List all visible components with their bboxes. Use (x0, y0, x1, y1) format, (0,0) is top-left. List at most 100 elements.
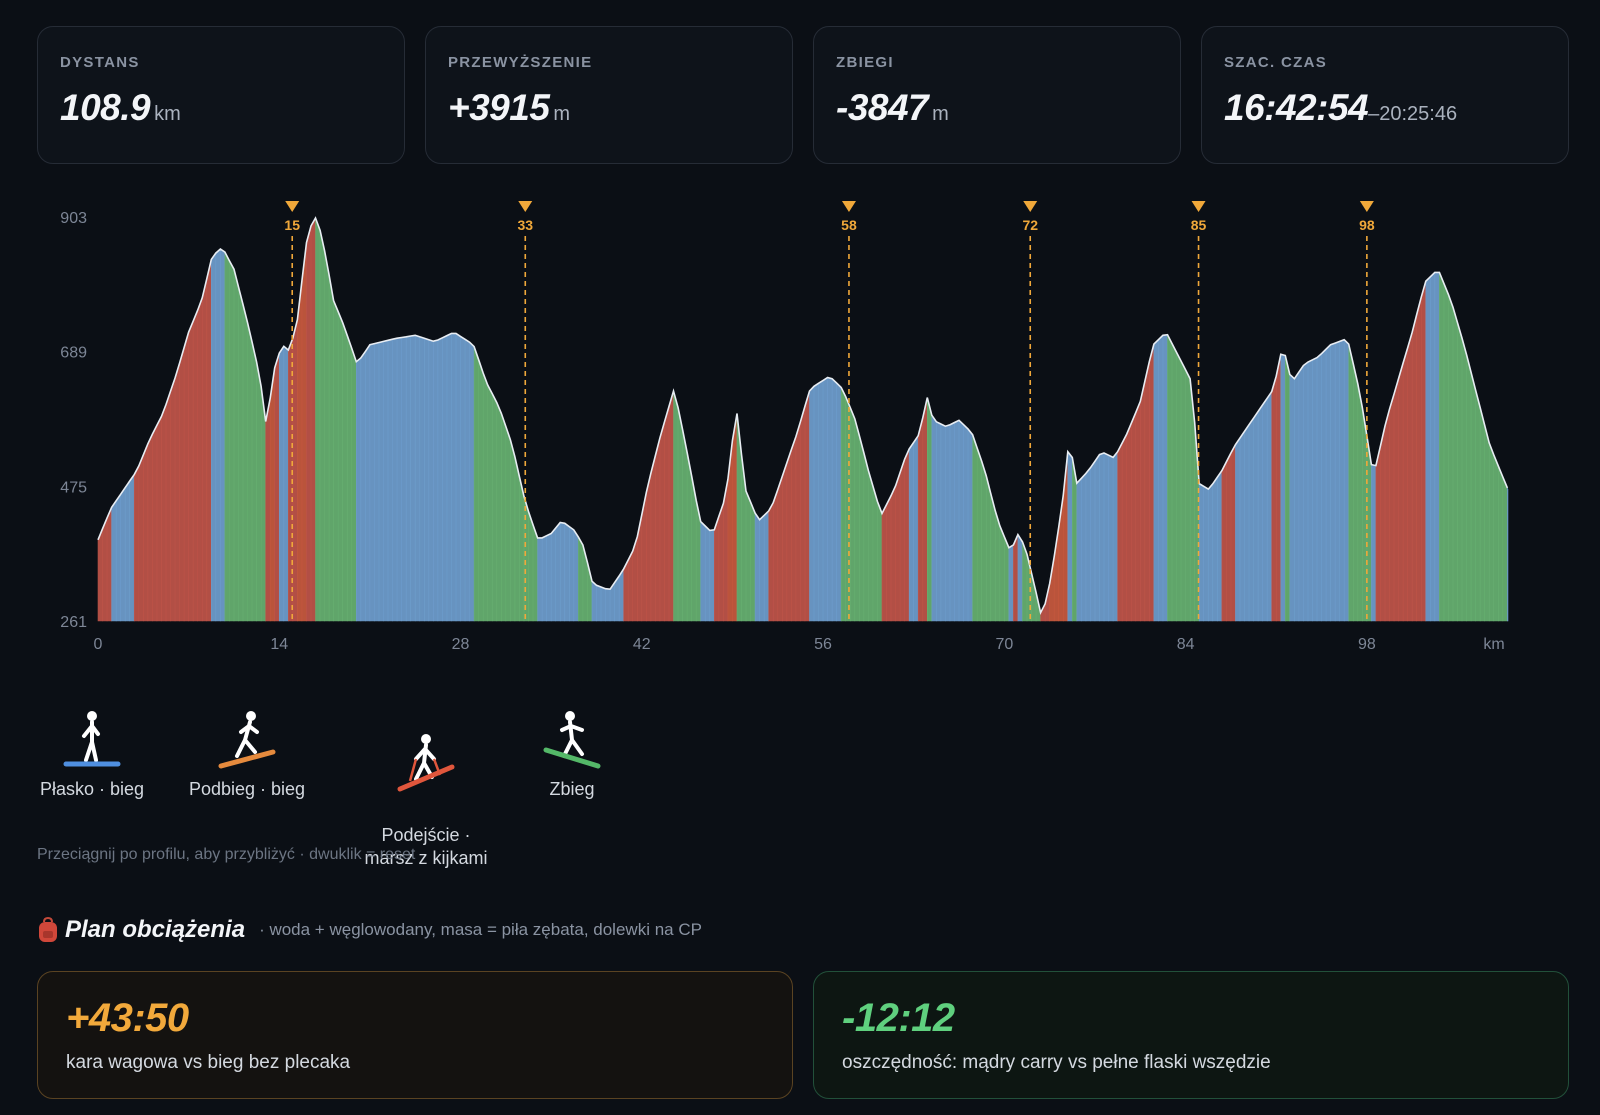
stat-label: SZAC. CZAS (1224, 54, 1327, 71)
stat-card-elevation-gain: PRZEWYŻSZENIE +3915 m (425, 26, 793, 164)
profile-segment (931, 414, 937, 622)
profile-segment (233, 269, 239, 622)
profile-segment (387, 338, 393, 622)
profile-segment (1393, 378, 1399, 622)
profile-segment (1303, 361, 1309, 622)
profile-segment (1402, 347, 1408, 622)
profile-segment (967, 428, 973, 622)
profile-segment (908, 441, 915, 622)
profile-segment (143, 443, 149, 622)
profile-segment (596, 584, 602, 622)
profile-segment (578, 536, 584, 622)
profile-segment (1502, 476, 1508, 622)
profile-segment (786, 449, 792, 622)
profile-segment (1112, 450, 1118, 622)
profile-segment (895, 472, 901, 622)
profile-segment (1271, 376, 1277, 622)
profile-segment (179, 347, 185, 622)
stat-value: +3915 m (448, 87, 570, 129)
profile-segment (1434, 272, 1440, 622)
profile-segment (383, 339, 389, 622)
profile-segment (505, 426, 511, 622)
profile-segment (664, 406, 670, 622)
profile-segment (124, 480, 131, 622)
profile-segment (818, 379, 824, 622)
profile-segment (111, 499, 117, 622)
profile-segment (1448, 294, 1454, 622)
profile-segment (401, 336, 407, 622)
profile-segment (478, 359, 484, 622)
profile-segment (501, 413, 507, 622)
profile-segment (646, 473, 652, 622)
profile-segment (550, 527, 556, 622)
weight-penalty-card: +43:50 kara wagowa vs bieg bez plecaka (37, 971, 793, 1099)
profile-segment (1162, 334, 1168, 622)
profile-segment (1176, 352, 1182, 622)
profile-segment (1280, 353, 1286, 622)
profile-segment (963, 423, 969, 622)
profile-segment (115, 493, 121, 622)
profile-segment (859, 435, 865, 622)
profile-segment (1443, 283, 1449, 622)
profile-segment (863, 452, 869, 622)
profile-segment (591, 580, 597, 622)
profile-segment (1167, 334, 1173, 622)
profile-segment (1085, 466, 1091, 622)
profile-segment (1430, 271, 1436, 622)
profile-segment (306, 225, 312, 622)
profile-segment (210, 252, 217, 622)
profile-segment (369, 343, 375, 622)
profile-segment (886, 495, 892, 622)
profile-segment (994, 510, 1001, 622)
elevation-gain-unit: m (553, 103, 571, 125)
profile-segment (700, 520, 706, 622)
profile-segment (985, 475, 992, 622)
profile-segment (251, 342, 257, 622)
y-tick-label: 689 (60, 345, 87, 362)
profile-segment (1348, 344, 1354, 622)
profile-segment (1275, 354, 1282, 622)
legend-climb-walk: Podejście · marsz z kijkami (346, 708, 506, 870)
profile-segment (496, 402, 502, 622)
profile-segment (1407, 332, 1413, 622)
profile-segment (1316, 352, 1322, 622)
profile-segment (1389, 393, 1395, 622)
profile-segment (528, 511, 534, 622)
legend-label: Podbieg · bieg (188, 779, 306, 799)
profile-segment (745, 490, 751, 622)
profile-segment (659, 421, 665, 622)
profile-segment (1158, 334, 1164, 622)
profile-segment (192, 310, 198, 622)
profile-segment (1484, 425, 1490, 622)
profile-segment (333, 300, 339, 622)
legend-flat-run: Płasko · bieg (37, 708, 147, 801)
profile-segment (673, 390, 679, 622)
profile-segment (419, 336, 425, 622)
stat-value: 16:42:54–20:25:46 (1224, 87, 1457, 129)
profile-segment (464, 338, 470, 622)
elevation-gain-value: +3915 (448, 87, 550, 128)
profile-segment (206, 259, 212, 622)
stat-label: DYSTANS (60, 54, 140, 71)
profile-segment (1180, 360, 1186, 622)
profile-segment (1371, 464, 1377, 622)
profile-segment (487, 384, 493, 622)
runner-downhill-icon (543, 711, 601, 769)
profile-segment (686, 452, 692, 622)
profile-segment (292, 319, 298, 622)
elevation-profile-chart[interactable]: 903 689 475 261 0 14 28 42 56 70 84 98 km 15 33 58 72 85 9… (0, 190, 1600, 660)
profile-segment (1479, 407, 1485, 622)
profile-segment (1294, 371, 1300, 622)
profile-segment (1017, 533, 1023, 622)
profile-segment (120, 486, 126, 622)
profile-segment (374, 342, 380, 622)
profile-segment (1285, 355, 1291, 622)
x-tick-label: 0 (94, 636, 103, 653)
profile-segment (1235, 436, 1241, 622)
profile-segment (451, 333, 457, 622)
legend-label: Zbieg (549, 779, 595, 799)
profile-segment (174, 362, 180, 622)
profile-segment (972, 434, 978, 622)
profile-segment (981, 461, 987, 622)
profile-segment (827, 377, 833, 622)
